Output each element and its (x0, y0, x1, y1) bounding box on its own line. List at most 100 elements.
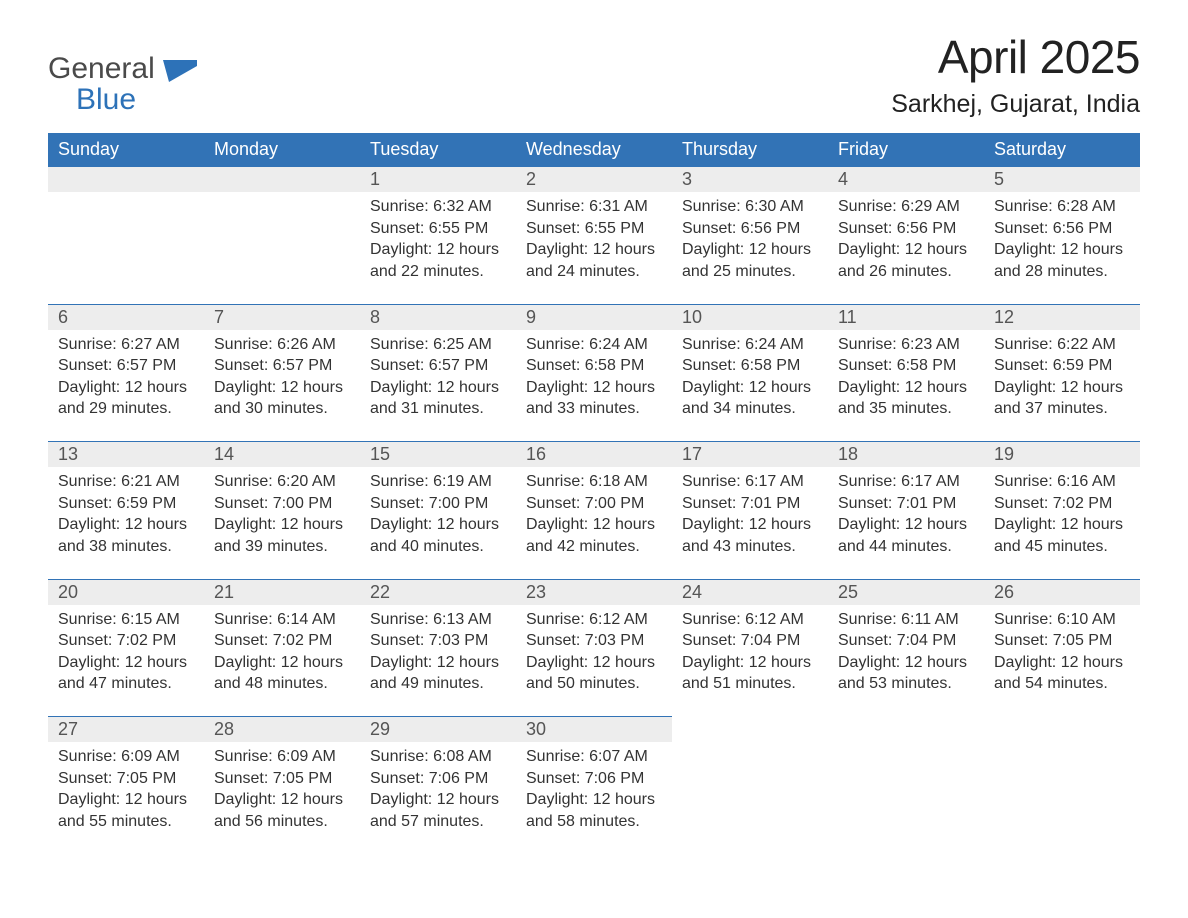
sunset-label: Sunset: (214, 632, 273, 649)
daylight-line: Daylight: 12 hours and 58 minutes. (526, 789, 662, 832)
day-number-cell: 10 (672, 304, 828, 330)
daylight-line: Daylight: 12 hours and 35 minutes. (838, 377, 974, 420)
daylight-line: Daylight: 12 hours and 49 minutes. (370, 652, 506, 695)
sunrise-value: 6:17 AM (745, 473, 804, 490)
sunrise-value: 6:09 AM (277, 748, 336, 765)
title-block: April 2025 Sarkhej, Gujarat, India (891, 30, 1140, 119)
sunset-value: 7:00 PM (429, 495, 489, 512)
sunset-line: Sunset: 6:56 PM (838, 218, 974, 240)
day-number-cell: 28 (204, 717, 360, 743)
day-cell: Sunrise: 6:20 AMSunset: 7:00 PMDaylight:… (204, 467, 360, 579)
sunset-line: Sunset: 7:02 PM (58, 630, 194, 652)
sunrise-line: Sunrise: 6:25 AM (370, 334, 506, 356)
sunrise-label: Sunrise: (994, 198, 1057, 215)
day-number-cell (48, 167, 204, 193)
day-header: Friday (828, 133, 984, 167)
sunset-line: Sunset: 6:58 PM (838, 355, 974, 377)
day-number-cell: 16 (516, 442, 672, 468)
day-number-cell: 7 (204, 304, 360, 330)
week-body-row: Sunrise: 6:09 AMSunset: 7:05 PMDaylight:… (48, 742, 1140, 854)
sunset-label: Sunset: (994, 632, 1053, 649)
daylight-line: Daylight: 12 hours and 30 minutes. (214, 377, 350, 420)
sunset-value: 6:55 PM (585, 220, 645, 237)
day-header: Tuesday (360, 133, 516, 167)
sunset-label: Sunset: (370, 495, 429, 512)
day-header: Monday (204, 133, 360, 167)
sunrise-value: 6:29 AM (901, 198, 960, 215)
sunrise-value: 6:23 AM (901, 336, 960, 353)
day-cell: Sunrise: 6:17 AMSunset: 7:01 PMDaylight:… (828, 467, 984, 579)
daylight-line: Daylight: 12 hours and 48 minutes. (214, 652, 350, 695)
sunset-label: Sunset: (838, 220, 897, 237)
sunset-line: Sunset: 7:06 PM (370, 768, 506, 790)
sunset-value: 7:05 PM (117, 770, 177, 787)
day-header: Thursday (672, 133, 828, 167)
daylight-line: Daylight: 12 hours and 39 minutes. (214, 514, 350, 557)
day-number-cell: 29 (360, 717, 516, 743)
sunset-value: 7:00 PM (585, 495, 645, 512)
day-cell: Sunrise: 6:22 AMSunset: 6:59 PMDaylight:… (984, 330, 1140, 442)
sunrise-label: Sunrise: (838, 473, 901, 490)
daylight-line: Daylight: 12 hours and 56 minutes. (214, 789, 350, 832)
week-body-row: Sunrise: 6:15 AMSunset: 7:02 PMDaylight:… (48, 605, 1140, 717)
sunrise-value: 6:31 AM (589, 198, 648, 215)
sunset-line: Sunset: 7:01 PM (838, 493, 974, 515)
sunrise-line: Sunrise: 6:26 AM (214, 334, 350, 356)
day-header: Wednesday (516, 133, 672, 167)
sunrise-value: 6:30 AM (745, 198, 804, 215)
week-daynum-row: 12345 (48, 167, 1140, 193)
sunrise-label: Sunrise: (526, 611, 589, 628)
sunset-value: 6:56 PM (1053, 220, 1113, 237)
day-number-cell (672, 717, 828, 743)
sunset-label: Sunset: (838, 495, 897, 512)
sunrise-value: 6:13 AM (433, 611, 492, 628)
day-cell (672, 742, 828, 854)
week-body-row: Sunrise: 6:27 AM Sunset: 6:57 PM Daylight:… (48, 330, 1140, 442)
sunrise-line: Sunrise: 6:09 AM (214, 746, 350, 768)
sunset-value: 7:01 PM (741, 495, 801, 512)
logo-word-blue: Blue (76, 83, 197, 117)
sunrise-label: Sunrise: (370, 473, 433, 490)
sunset-line: Sunset: 7:04 PM (838, 630, 974, 652)
daylight-label: Daylight: (838, 516, 905, 533)
daylight-label: Daylight: (214, 516, 281, 533)
sunrise-value: 6:24 AM (589, 336, 648, 353)
day-cell: Sunrise: 6:31 AMSunset: 6:55 PMDaylight:… (516, 192, 672, 304)
day-number-cell: 17 (672, 442, 828, 468)
day-number-cell: 21 (204, 579, 360, 605)
daylight-line: Daylight: 12 hours and 26 minutes. (838, 239, 974, 282)
day-cell: Sunrise: 6:15 AMSunset: 7:02 PMDaylight:… (48, 605, 204, 717)
sunrise-line: Sunrise: 6:08 AM (370, 746, 506, 768)
sunrise-label: Sunrise: (994, 336, 1057, 353)
sunset-label: Sunset: (370, 220, 429, 237)
daylight-label: Daylight: (526, 241, 593, 258)
daylight-line: Daylight: 12 hours and 54 minutes. (994, 652, 1130, 695)
week-body-row: Sunrise: 6:32 AMSunset: 6:55 PMDaylight:… (48, 192, 1140, 304)
day-cell: Sunrise: 6:16 AMSunset: 7:02 PMDaylight:… (984, 467, 1140, 579)
day-number-cell: 19 (984, 442, 1140, 468)
sunrise-label: Sunrise: (838, 198, 901, 215)
day-cell: Sunrise: 6:18 AMSunset: 7:00 PMDaylight:… (516, 467, 672, 579)
sunset-value: 6:57 PM (429, 357, 489, 374)
daylight-line: Daylight: 12 hours and 31 minutes. (370, 377, 506, 420)
daylight-line: Daylight: 12 hours and 44 minutes. (838, 514, 974, 557)
sunset-value: 6:59 PM (1053, 357, 1113, 374)
daylight-line: Daylight: 12 hours and 38 minutes. (58, 514, 194, 557)
sunrise-line: Sunrise: 6:21 AM (58, 471, 194, 493)
sunset-line: Sunset: 6:57 PM (58, 355, 194, 377)
sunrise-label: Sunrise: (682, 198, 745, 215)
sunrise-value: 6:14 AM (277, 611, 336, 628)
sunrise-line: Sunrise: 6:24 AM (682, 334, 818, 356)
daylight-label: Daylight: (370, 654, 437, 671)
sunset-line: Sunset: 6:55 PM (526, 218, 662, 240)
sunrise-value: 6:27 AM (121, 336, 180, 353)
day-cell: Sunrise: 6:27 AMSunset: 6:57 PMDaylight:… (48, 330, 204, 442)
daylight-line: Daylight: 12 hours and 57 minutes. (370, 789, 506, 832)
sunrise-line: Sunrise: 6:14 AM (214, 609, 350, 631)
day-cell: Sunrise: 6:09 AMSunset: 7:05 PMDaylight:… (48, 742, 204, 854)
day-number-cell: 2 (516, 167, 672, 193)
week-daynum-row: 6789101112 (48, 304, 1140, 330)
day-number-cell: 1 (360, 167, 516, 193)
sunset-line: Sunset: 7:05 PM (58, 768, 194, 790)
sunset-line: Sunset: 7:05 PM (214, 768, 350, 790)
